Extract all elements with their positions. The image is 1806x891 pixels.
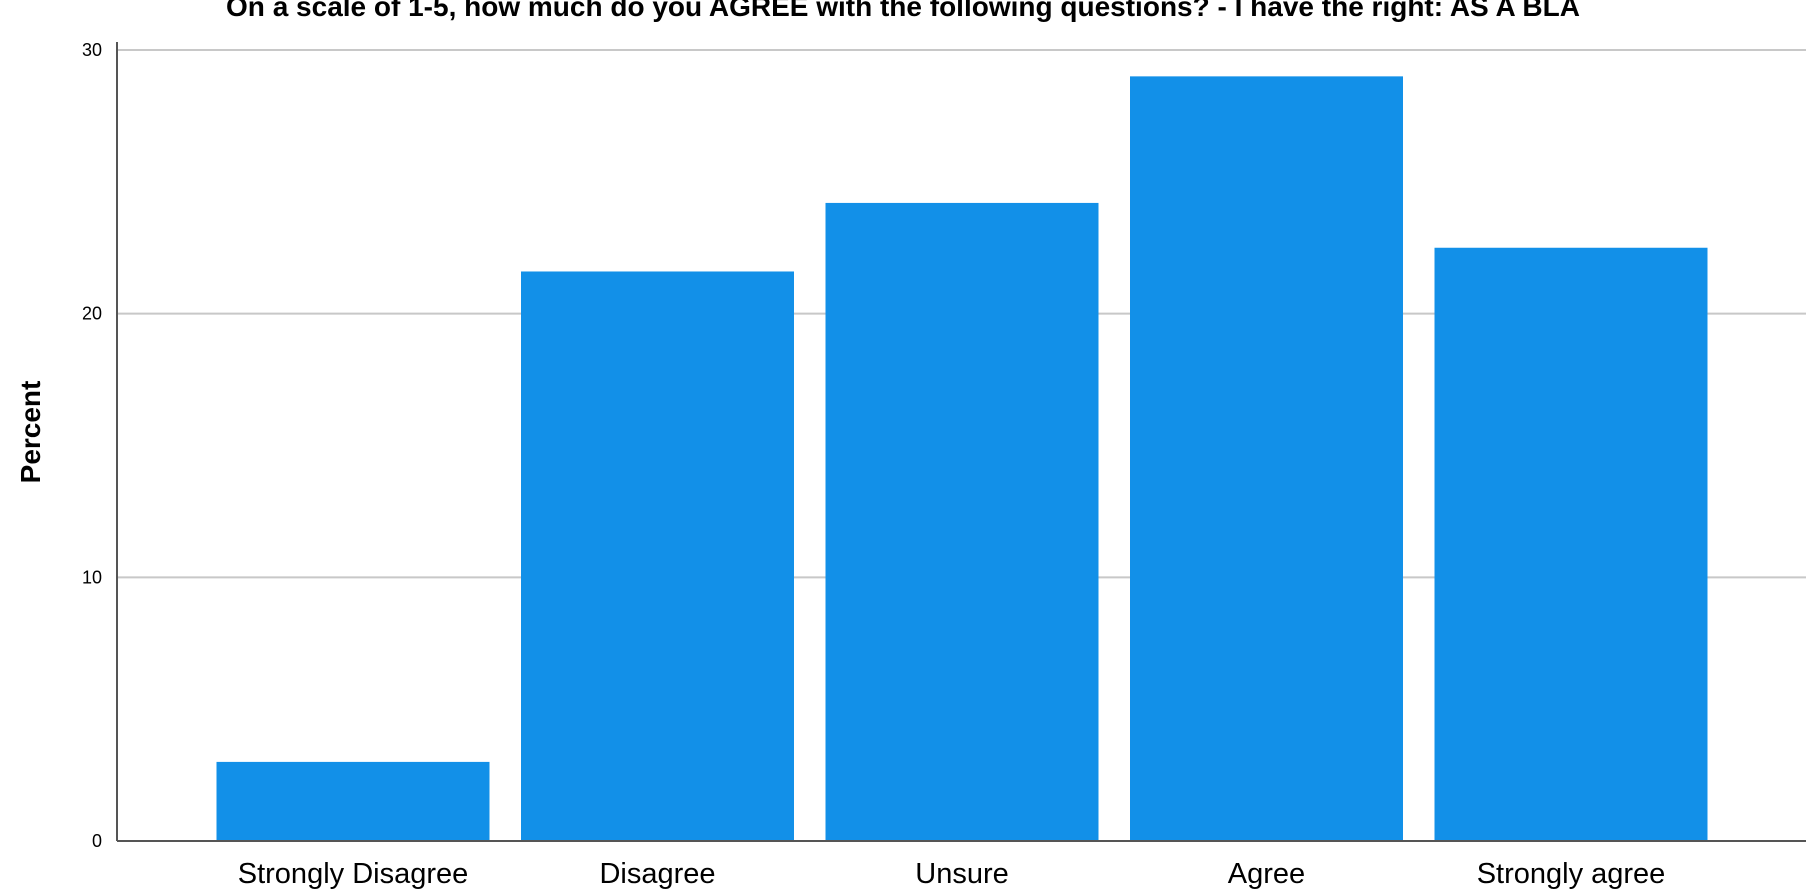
x-category-label: Disagree	[599, 858, 715, 890]
x-category-label: Strongly Disagree	[238, 858, 469, 890]
bars	[216, 76, 1708, 842]
bar	[825, 202, 1099, 842]
bar	[1434, 247, 1708, 841]
y-axis-label: Percent	[15, 381, 46, 484]
chart-title: On a scale of 1-5, how much do you AGREE…	[226, 0, 1580, 22]
x-category-label: Agree	[1228, 858, 1305, 890]
bar	[521, 271, 794, 842]
bar	[1130, 76, 1403, 841]
y-tick-label: 10	[82, 567, 102, 587]
x-category-label: Unsure	[915, 858, 1009, 890]
y-tick-label: 0	[92, 831, 102, 851]
y-tick-label: 20	[82, 304, 102, 324]
y-tick-label: 30	[82, 40, 102, 60]
bar	[216, 761, 490, 841]
x-category-labels: Strongly Disagree Disagree Unsure Agree Stro…	[238, 858, 1666, 890]
x-category-label: Strongly agree	[1477, 858, 1666, 890]
y-tick-labels: 0 10 20 30	[82, 40, 102, 851]
